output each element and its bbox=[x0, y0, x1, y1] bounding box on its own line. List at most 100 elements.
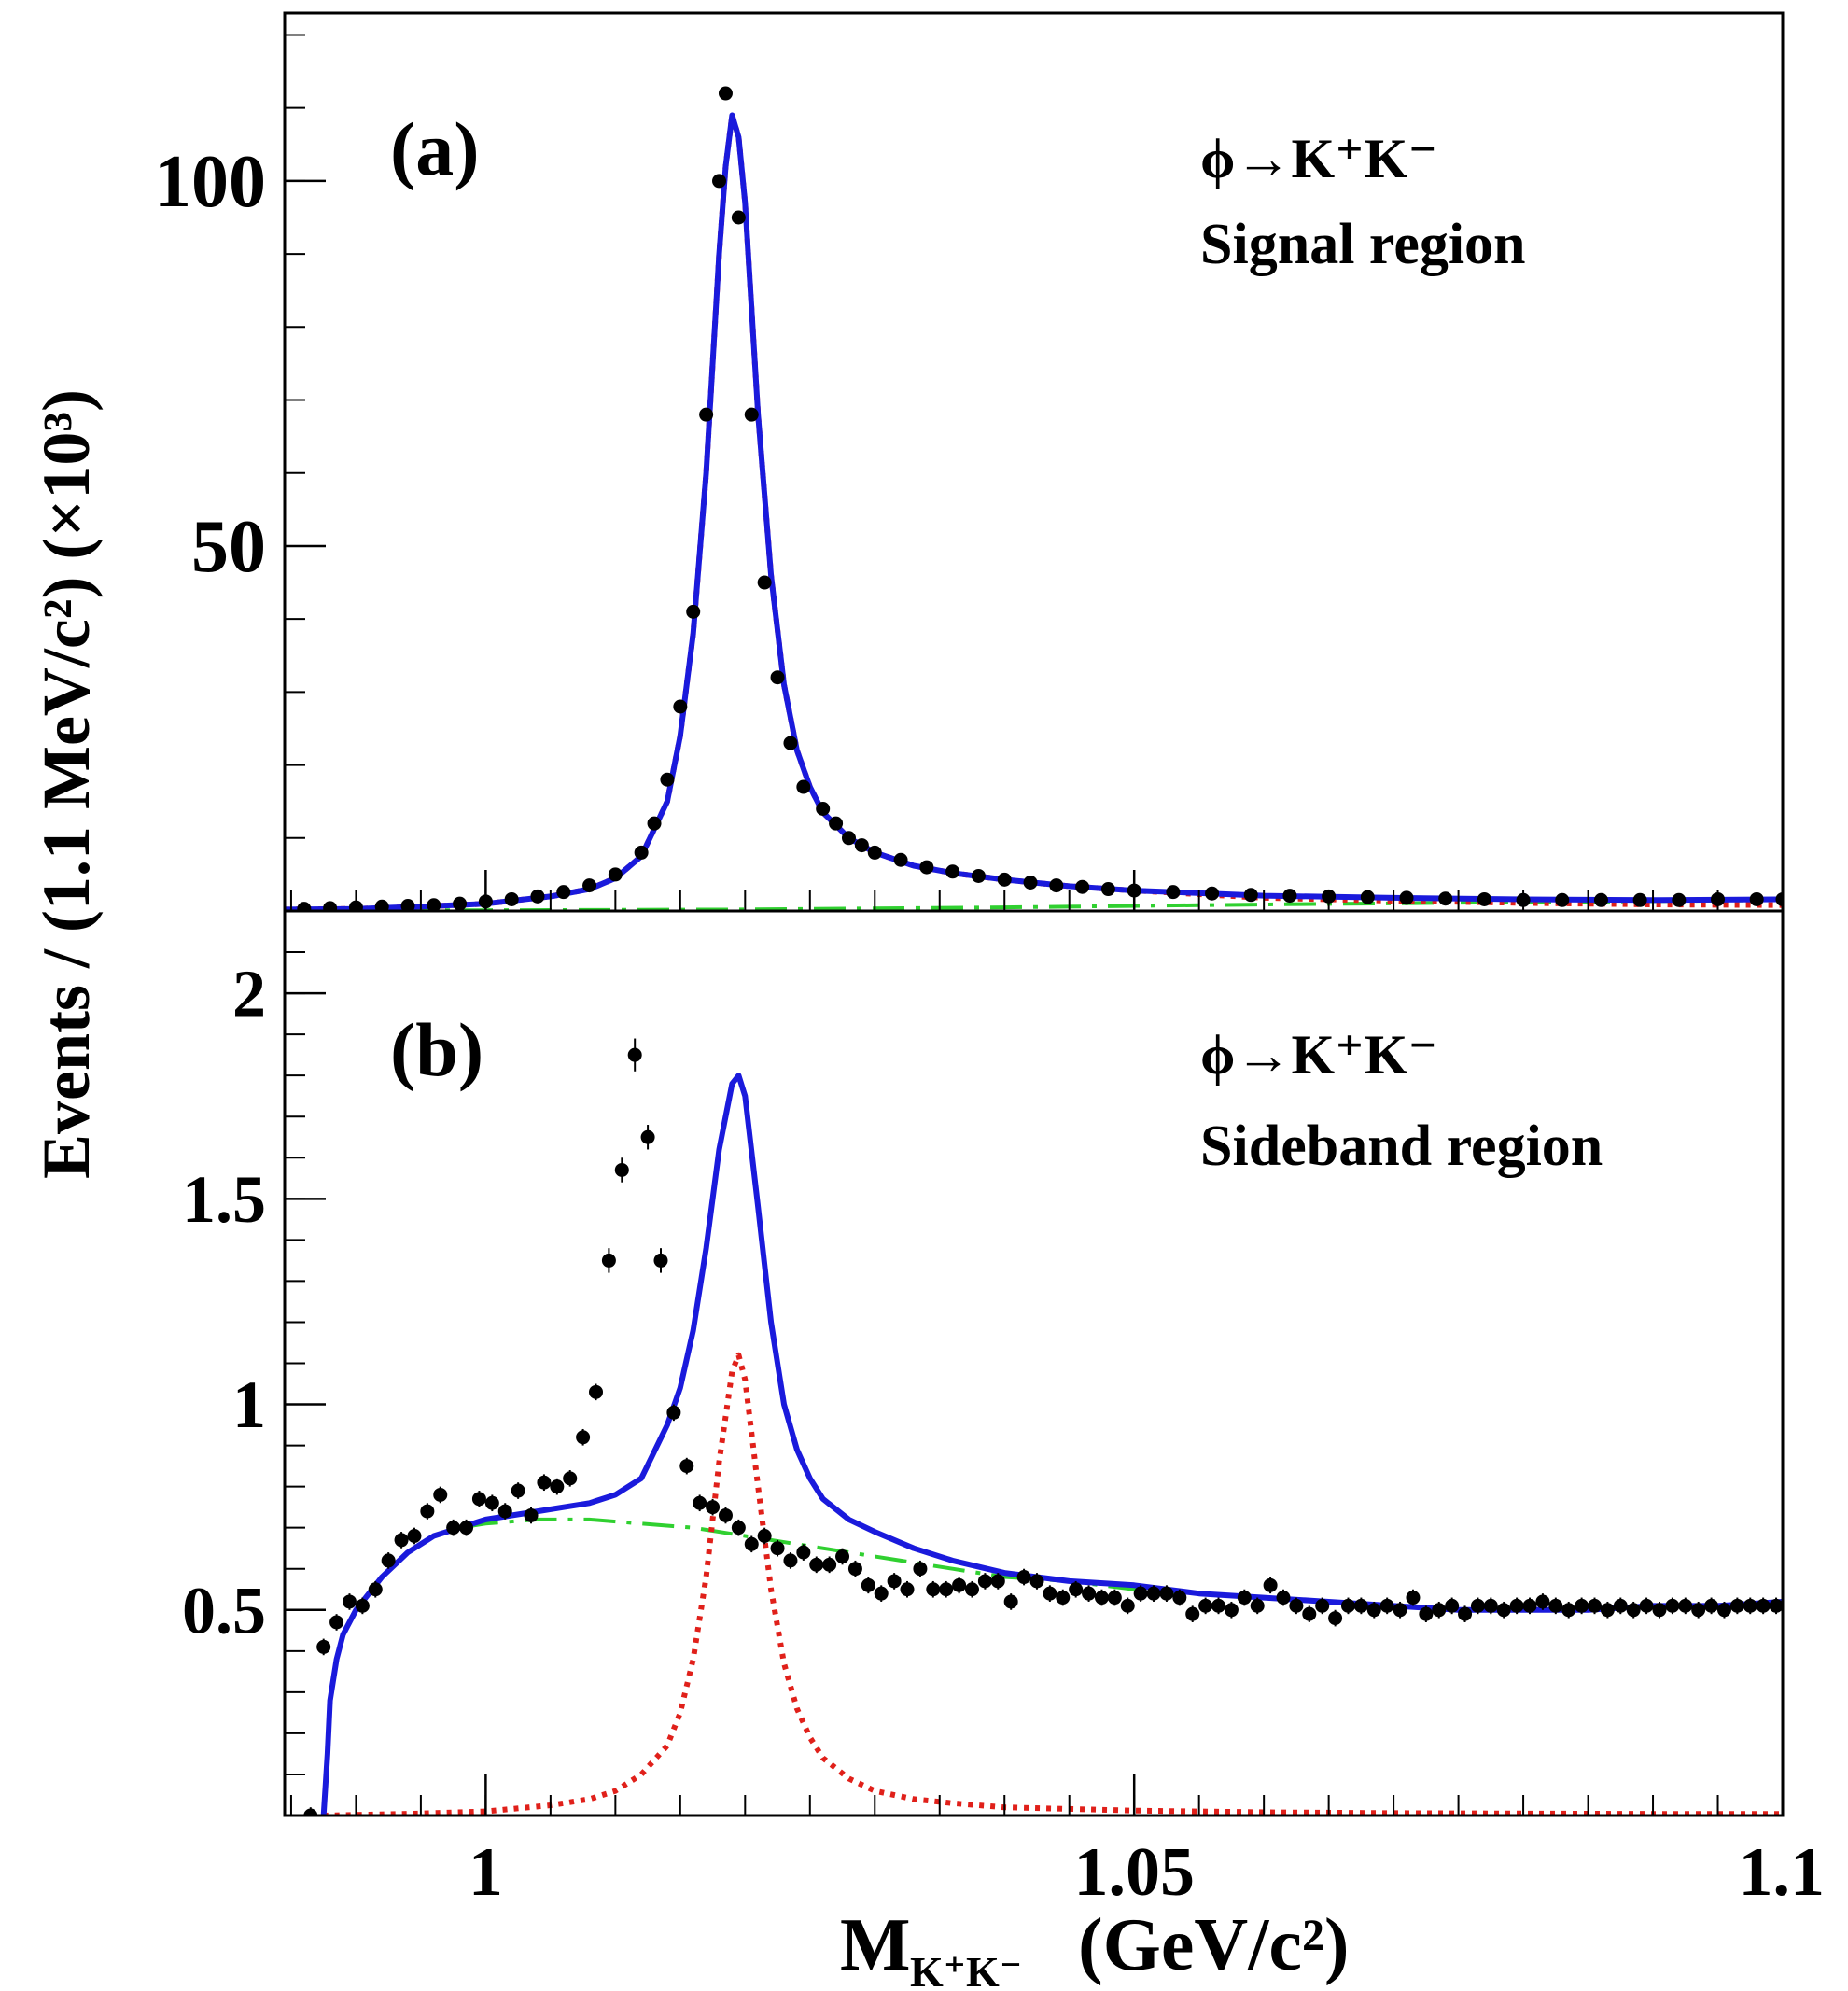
panel-a-data-point bbox=[1360, 890, 1375, 904]
panel-a-data-point bbox=[783, 736, 798, 750]
panel-b-y-tick-label: 2 bbox=[232, 957, 266, 1031]
panel-b-data-point bbox=[1613, 1598, 1628, 1613]
panel-b-plot-area bbox=[303, 1038, 1783, 1816]
panel-b-data-point bbox=[1340, 1598, 1355, 1613]
panel-a-data-point bbox=[1205, 886, 1220, 901]
panel-a-data-point bbox=[297, 902, 312, 911]
panel-a-data-point bbox=[634, 845, 649, 860]
panel-b-data-point bbox=[744, 1536, 759, 1551]
panel-a-data-point bbox=[1282, 889, 1297, 904]
panel-b-data-point bbox=[433, 1487, 448, 1502]
panel-b-data-point bbox=[1328, 1611, 1343, 1626]
panel-b-data-point bbox=[1393, 1603, 1407, 1618]
panel-b-y-tick-label: 1 bbox=[232, 1367, 266, 1442]
panel-b-data-point bbox=[1263, 1577, 1278, 1592]
panel-b-data-point bbox=[1276, 1591, 1291, 1605]
panel-b-data-point bbox=[1211, 1598, 1226, 1613]
panel-a-data-point bbox=[731, 210, 746, 225]
panel-b-data-point bbox=[1315, 1598, 1330, 1613]
y-axis-label: Events / (1.1 MeV/c²) (×10³) bbox=[29, 389, 104, 1179]
panel-b-data-point bbox=[1120, 1598, 1135, 1613]
panel-b-label: (b) bbox=[390, 1007, 483, 1092]
panel-b-data-point bbox=[1185, 1606, 1200, 1621]
panel-b-data-point bbox=[977, 1574, 992, 1589]
panel-b-data-point bbox=[316, 1639, 331, 1654]
panel-b-x-tick-label: 1.1 bbox=[1739, 1834, 1826, 1911]
panel-b-data-point bbox=[913, 1562, 928, 1577]
panel-b-data-point bbox=[1652, 1603, 1667, 1618]
panel-a-data-point bbox=[1749, 891, 1764, 906]
panel-a-data-point bbox=[647, 816, 662, 831]
panel-b-data-point bbox=[1729, 1598, 1744, 1613]
panel-a-data-point bbox=[744, 407, 759, 422]
panel-b-data-point bbox=[1756, 1598, 1771, 1613]
panel-b-data-point bbox=[1003, 1594, 1018, 1609]
panel-a-y-tick-label: 100 bbox=[154, 141, 266, 223]
panel-b-data-point bbox=[1056, 1591, 1071, 1605]
panel-b-data-point bbox=[446, 1521, 461, 1535]
panel-a-data-point bbox=[867, 845, 882, 860]
panel-b-data-point bbox=[1588, 1598, 1603, 1613]
panel-b-data-point bbox=[1743, 1598, 1757, 1613]
panel-b-data-point bbox=[589, 1384, 604, 1399]
panel-b-data-point bbox=[653, 1253, 668, 1268]
panel-b-data-point bbox=[1043, 1586, 1057, 1601]
x-axis-label-subscript: K⁺K⁻ bbox=[910, 1948, 1022, 1991]
panel-b-annotation-decay: ϕ→K⁺K⁻ bbox=[1200, 1024, 1437, 1086]
panel-a-data-point bbox=[770, 670, 785, 685]
panel-a-data-point bbox=[660, 772, 675, 787]
panel-b-data-point bbox=[407, 1528, 422, 1543]
panel-b-data-point bbox=[1133, 1586, 1148, 1601]
panel-b-data-point bbox=[1432, 1603, 1447, 1618]
panel-b-data-point bbox=[537, 1475, 552, 1490]
panel-b-data-point bbox=[381, 1553, 396, 1568]
panel-b-data-point bbox=[952, 1577, 967, 1592]
panel-b-data-point bbox=[706, 1500, 721, 1515]
panel-b-data-point bbox=[1379, 1598, 1394, 1613]
panel-b-data-point bbox=[757, 1528, 772, 1543]
panel-a-data-point bbox=[718, 86, 733, 101]
panel-b-data-point bbox=[1496, 1603, 1511, 1618]
x-axis-label: M K⁺K⁻ (GeV/c²) bbox=[840, 1904, 1350, 1991]
panel-a-data-point bbox=[1672, 892, 1687, 907]
panel-a-data-point bbox=[1049, 878, 1064, 893]
panel-a-data-point bbox=[530, 889, 545, 904]
panel-b-data-point bbox=[679, 1459, 694, 1474]
panel-b-data-point bbox=[303, 1808, 318, 1816]
panel-b-data-point bbox=[627, 1047, 642, 1062]
panel-b-data-point bbox=[420, 1504, 435, 1519]
panel-b-data-point bbox=[1639, 1598, 1654, 1613]
panel-b-x-tick-label: 1 bbox=[469, 1834, 503, 1911]
panel-a-data-point bbox=[1593, 892, 1608, 907]
panel-a-data-point bbox=[841, 831, 856, 846]
panel-b-data-point bbox=[1509, 1598, 1524, 1613]
panel-b-data-point bbox=[1483, 1598, 1498, 1613]
panel-b-data-point bbox=[524, 1507, 539, 1522]
panel-b-data-point bbox=[1548, 1598, 1563, 1613]
panel-b-data-point bbox=[1172, 1591, 1187, 1605]
panel-b-data-point bbox=[990, 1574, 1005, 1589]
panel-b-data-point bbox=[1198, 1598, 1213, 1613]
panel-a-data-point bbox=[1555, 892, 1570, 907]
panel-b-data-point bbox=[550, 1479, 565, 1494]
panel-b-data-point bbox=[835, 1549, 850, 1564]
panel-a-data-point bbox=[1243, 888, 1258, 903]
panel-b-data-point bbox=[394, 1533, 409, 1548]
panel-b-data-point bbox=[497, 1504, 512, 1519]
panel-b-data-point bbox=[1366, 1603, 1381, 1618]
panel-b-data-point bbox=[1224, 1603, 1239, 1618]
panel-b-data-point bbox=[693, 1495, 707, 1510]
panel-b-data-point bbox=[576, 1430, 591, 1445]
panel-b-data-point bbox=[1575, 1598, 1589, 1613]
panel-b-data-point bbox=[1535, 1594, 1550, 1609]
panel-b-data-point bbox=[1094, 1591, 1109, 1605]
panel-b-data-point bbox=[1029, 1574, 1044, 1589]
panel-b-data-point bbox=[1146, 1586, 1161, 1601]
panel-a-data-point bbox=[427, 898, 441, 911]
panel-a-data-point bbox=[816, 802, 831, 817]
panel-b-data-point bbox=[718, 1507, 733, 1522]
panel-a-data-point bbox=[971, 868, 986, 883]
panel-b-y-tick-label: 0.5 bbox=[182, 1573, 266, 1647]
panel-a-data-point bbox=[1075, 879, 1090, 894]
panel-b-data-point bbox=[964, 1582, 979, 1597]
